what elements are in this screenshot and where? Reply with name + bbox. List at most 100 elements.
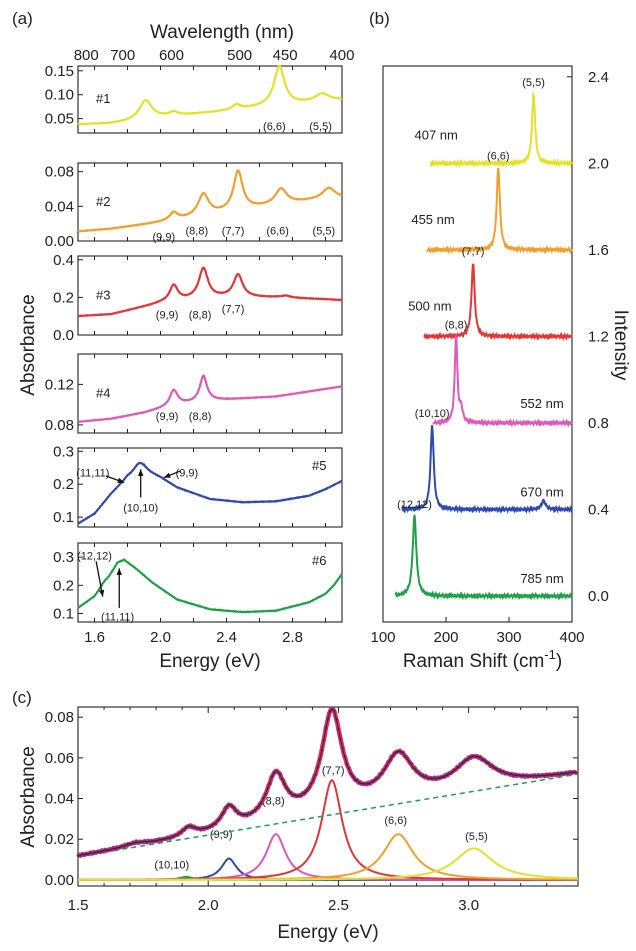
excitation-label: 500 nm [408,298,451,313]
top-tick-label: 450 [273,47,298,64]
y-tick-label: 0.0 [588,588,609,605]
excitation-label: 785 nm [520,571,563,586]
panel-label-b: (b) [369,9,390,28]
y-tick-label: 0.3 [53,443,74,460]
y-tick-label: 0.02 [45,831,74,848]
background-baseline [77,773,579,858]
y-axis-label: Absorbance [18,746,39,847]
chirality-label: (5,5) [309,121,332,133]
subplot-frame [77,542,343,623]
sample-curve [77,461,343,525]
chirality-label: (8,8) [262,796,285,808]
chirality-label: (5,5) [465,831,488,843]
top-axis-label: Wavelength (nm) [150,22,294,43]
panel-b-raman-spectra: 2.4 2.0 1.6 1.2 0.8 0.4 0.0 100 200 300 400 (5,5) 40… [370,65,631,672]
raman-spectrum [401,425,573,515]
x-tick-label: 2.0 [150,629,171,646]
chirality-label: (11,11) [101,611,134,623]
chirality-label: (8,8) [185,226,208,238]
raman-spectrum [423,263,573,342]
sample-label: #3 [96,287,110,302]
x-tick-label: 2.0 [198,897,219,914]
x-tick-label: 400 [559,629,584,646]
chirality-label: (10,10) [415,408,450,420]
x-tick-label: 1.6 [84,629,105,646]
raman-spectrum [394,514,573,601]
sample-label: #6 [312,553,326,568]
panel-label-c: (c) [12,688,32,707]
y-tick-label: 0.08 [45,164,74,181]
data-point [458,765,461,768]
fit-component [78,778,578,881]
chirality-label: (8,8) [189,309,212,321]
y-tick-label: 0.4 [53,252,74,269]
x-axis-label: Raman Shift (cm-1) [403,647,562,672]
x-tick-label: 2.5 [328,897,349,914]
arrow-head [137,469,144,476]
y-tick-label: 0.08 [45,709,74,726]
y-tick-label: 0.8 [588,415,609,432]
chirality-label: (5,5) [522,77,545,89]
sample-curve [77,266,343,318]
x-tick-label: 300 [496,629,521,646]
chirality-label: (8,8) [189,411,212,423]
sample-curve [77,169,343,233]
x-tick-label: 200 [433,629,458,646]
chirality-label: (7,7) [222,226,245,238]
arrow-head [116,568,122,575]
sample-curve [77,64,343,126]
y-tick-label: 0.00 [45,233,74,250]
total-fit [77,708,578,856]
y-tick-label: 2.4 [588,69,609,86]
y-tick-label: 0.0 [53,327,74,344]
chirality-label: (7,7) [222,304,245,316]
sample-label: #5 [312,458,326,473]
top-tick-label: 400 [329,47,354,64]
data-point [76,854,80,857]
chirality-label: (6,6) [266,226,289,238]
chirality-label: (9,9) [156,309,179,321]
chirality-label: (6,6) [384,815,407,827]
raman-spectrum [426,167,573,255]
chirality-label: (12,12) [397,499,432,511]
top-tick-label: 500 [227,47,252,64]
y-tick-label: 0.2 [53,476,74,493]
y-tick-label: 0.2 [53,289,74,306]
chirality-label: (12,12) [77,551,112,563]
chirality-label: (9,9) [156,411,179,423]
y-axis-label: Absorbance [18,294,39,395]
y-tick-label: 0.4 [588,502,609,519]
y-tick-label: 0.15 [45,63,74,80]
chirality-label: (8,8) [445,319,468,331]
y-tick-label: 0.00 [45,872,74,889]
arrow-head [98,589,105,597]
panel-c-absorbance-fit: 0.08 0.06 0.04 0.02 0.00 1.5 2.0 2.5 3.0 (10,10) (… [18,706,579,943]
arrow-head [117,477,125,483]
excitation-label: 407 nm [415,128,458,143]
x-tick-label: 3.0 [458,897,479,914]
excitation-label: 552 nm [520,396,563,411]
y-tick-label: 0.05 [45,111,74,128]
y-tick-label: 0.06 [45,750,74,767]
plot-frame [77,706,579,887]
y-tick-label: 0.2 [53,577,74,594]
chirality-label: (9,9) [152,232,175,244]
y-tick-label: 0.08 [45,417,74,434]
x-axis-label: Energy (eV) [159,651,260,672]
chirality-label: (6,6) [487,151,510,163]
x-tick-label: 2.8 [282,629,303,646]
raman-spectrum [432,335,573,428]
x-tick-label: 2.4 [216,629,237,646]
y-tick-label: 0.3 [53,549,74,566]
x-tick-label: 1.5 [68,897,89,914]
panel-a-absorbance-stack: Wavelength (nm) 800 700 600 500 450 400 0.15 0.1… [18,22,354,672]
fit-component [78,847,579,881]
chirality-label: (10,10) [154,860,189,872]
y-axis-label: Intensity [610,310,631,381]
excitation-label: 670 nm [520,485,563,500]
excitation-label: 455 nm [411,212,454,227]
subplot-frame [77,162,343,242]
subplot-frame [77,255,343,336]
chirality-label: (6,6) [263,121,286,133]
